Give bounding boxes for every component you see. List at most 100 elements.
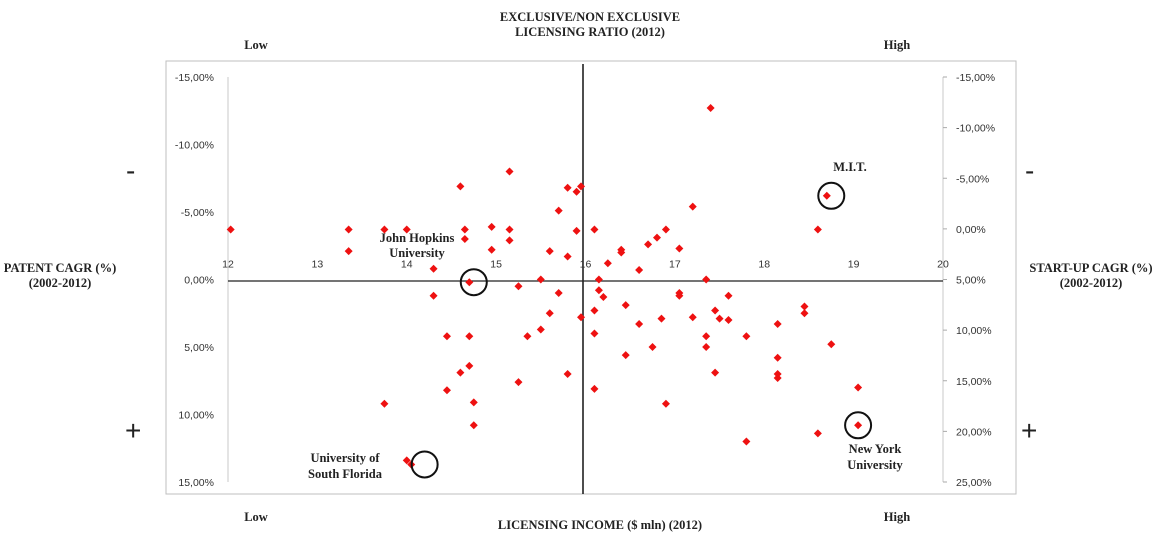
data-point bbox=[648, 343, 657, 351]
data-point bbox=[545, 247, 554, 256]
left-axis-title-line-1: PATENT CAGR (%) bbox=[3, 261, 117, 275]
highlight-circle bbox=[817, 181, 846, 210]
data-point bbox=[523, 332, 532, 341]
data-point bbox=[590, 384, 599, 393]
left-tick-label: 15,00% bbox=[178, 477, 214, 489]
data-point bbox=[563, 370, 572, 378]
data-point bbox=[742, 332, 751, 341]
data-point bbox=[505, 167, 514, 176]
data-point bbox=[554, 206, 563, 215]
x-tick-label: 17 bbox=[669, 259, 681, 271]
data-point bbox=[706, 104, 715, 113]
data-point bbox=[456, 368, 465, 377]
data-point bbox=[590, 225, 599, 234]
x-tick-label: 20 bbox=[937, 259, 949, 271]
highlight-circle bbox=[410, 450, 439, 479]
data-point bbox=[469, 421, 478, 430]
data-point bbox=[854, 421, 863, 430]
data-point bbox=[536, 275, 545, 284]
data-point bbox=[688, 313, 697, 322]
data-point bbox=[536, 325, 545, 334]
data-point bbox=[380, 399, 389, 408]
right-axis-title-line-2: (2002-2012) bbox=[1059, 276, 1123, 290]
left-axis-title-line-2: (2002-2012) bbox=[28, 276, 92, 290]
left-axis-title: PATENT CAGR (%) (2002-2012) bbox=[2, 261, 118, 291]
nyu-line-2: University bbox=[847, 458, 903, 472]
south-florida-line-1: University of bbox=[310, 451, 380, 465]
x-tick-label: 12 bbox=[222, 259, 234, 271]
data-point bbox=[545, 309, 554, 318]
right-tick-label: -5,00% bbox=[956, 173, 989, 185]
highlight-label-nyu: New York University bbox=[825, 441, 925, 473]
data-point bbox=[724, 291, 733, 300]
corner-label-top-left: Low bbox=[244, 38, 268, 52]
data-point bbox=[773, 353, 782, 362]
data-point bbox=[773, 374, 782, 383]
x-tick-label: 19 bbox=[848, 259, 860, 271]
data-point bbox=[594, 275, 603, 284]
highlight-circle bbox=[459, 268, 488, 297]
data-point bbox=[675, 291, 684, 300]
data-point bbox=[715, 314, 724, 323]
data-point bbox=[442, 332, 451, 341]
data-point bbox=[621, 301, 630, 310]
bottom-title: LICENSING INCOME ($ mln) (2012) bbox=[497, 518, 703, 532]
data-point bbox=[380, 225, 389, 234]
data-point bbox=[469, 398, 478, 407]
data-point bbox=[344, 247, 353, 256]
x-tick-label: 13 bbox=[312, 259, 324, 271]
x-tick-label: 16 bbox=[580, 259, 592, 271]
data-point bbox=[599, 293, 608, 302]
highlight-label-south-florida: University of South Florida bbox=[293, 450, 397, 482]
left-plus-symbol: + bbox=[125, 415, 142, 446]
right-tick-label: 0,00% bbox=[956, 224, 986, 236]
data-point bbox=[226, 225, 235, 234]
left-tick-label: -10,00% bbox=[175, 140, 214, 152]
data-point bbox=[675, 244, 684, 253]
data-point bbox=[854, 383, 863, 392]
data-point bbox=[773, 370, 782, 378]
data-point bbox=[711, 306, 720, 315]
data-point bbox=[621, 351, 630, 360]
data-point bbox=[402, 225, 411, 234]
right-tick-label: -10,00% bbox=[956, 123, 995, 135]
data-point bbox=[429, 264, 438, 273]
john-hopkins-line-2: University bbox=[389, 246, 445, 260]
right-plus-symbol: + bbox=[1021, 415, 1038, 446]
right-tick-label: -15,00% bbox=[956, 72, 995, 84]
left-minus-symbol: - bbox=[126, 155, 136, 186]
data-point bbox=[505, 225, 514, 234]
left-tick-label: 0,00% bbox=[184, 275, 214, 287]
corner-label-bottom-right: High bbox=[883, 510, 911, 524]
highlight-circles bbox=[410, 181, 873, 479]
right-axis-title-line-1: START-UP CAGR (%) bbox=[1029, 261, 1153, 275]
data-point bbox=[827, 340, 836, 349]
data-point bbox=[594, 286, 603, 295]
data-point bbox=[577, 182, 586, 191]
right-tick-label: 5,00% bbox=[956, 275, 986, 287]
data-point bbox=[577, 313, 586, 322]
x-tick-label: 14 bbox=[401, 259, 413, 271]
right-axis-title: START-UP CAGR (%) (2002-2012) bbox=[1018, 261, 1164, 291]
left-tick-label: 10,00% bbox=[178, 410, 214, 422]
data-point bbox=[402, 456, 411, 465]
data-point bbox=[635, 266, 644, 275]
highlight-circle bbox=[844, 411, 873, 440]
data-point bbox=[813, 225, 822, 234]
corner-label-top-right: High bbox=[883, 38, 911, 52]
data-point bbox=[344, 225, 353, 234]
data-point bbox=[724, 316, 733, 324]
data-point bbox=[465, 361, 474, 370]
data-point bbox=[465, 278, 474, 287]
data-point bbox=[554, 289, 563, 297]
data-point bbox=[514, 282, 523, 291]
x-tick-label: 15 bbox=[490, 259, 502, 271]
data-point bbox=[661, 399, 670, 408]
data-point bbox=[442, 386, 451, 395]
highlight-label-john-hopkins: John Hopkins University bbox=[363, 231, 471, 261]
right-tick-label: 15,00% bbox=[956, 376, 992, 388]
data-point bbox=[572, 187, 581, 196]
x-tick-label: 18 bbox=[758, 259, 770, 271]
data-point bbox=[456, 182, 465, 191]
data-point bbox=[702, 332, 711, 341]
